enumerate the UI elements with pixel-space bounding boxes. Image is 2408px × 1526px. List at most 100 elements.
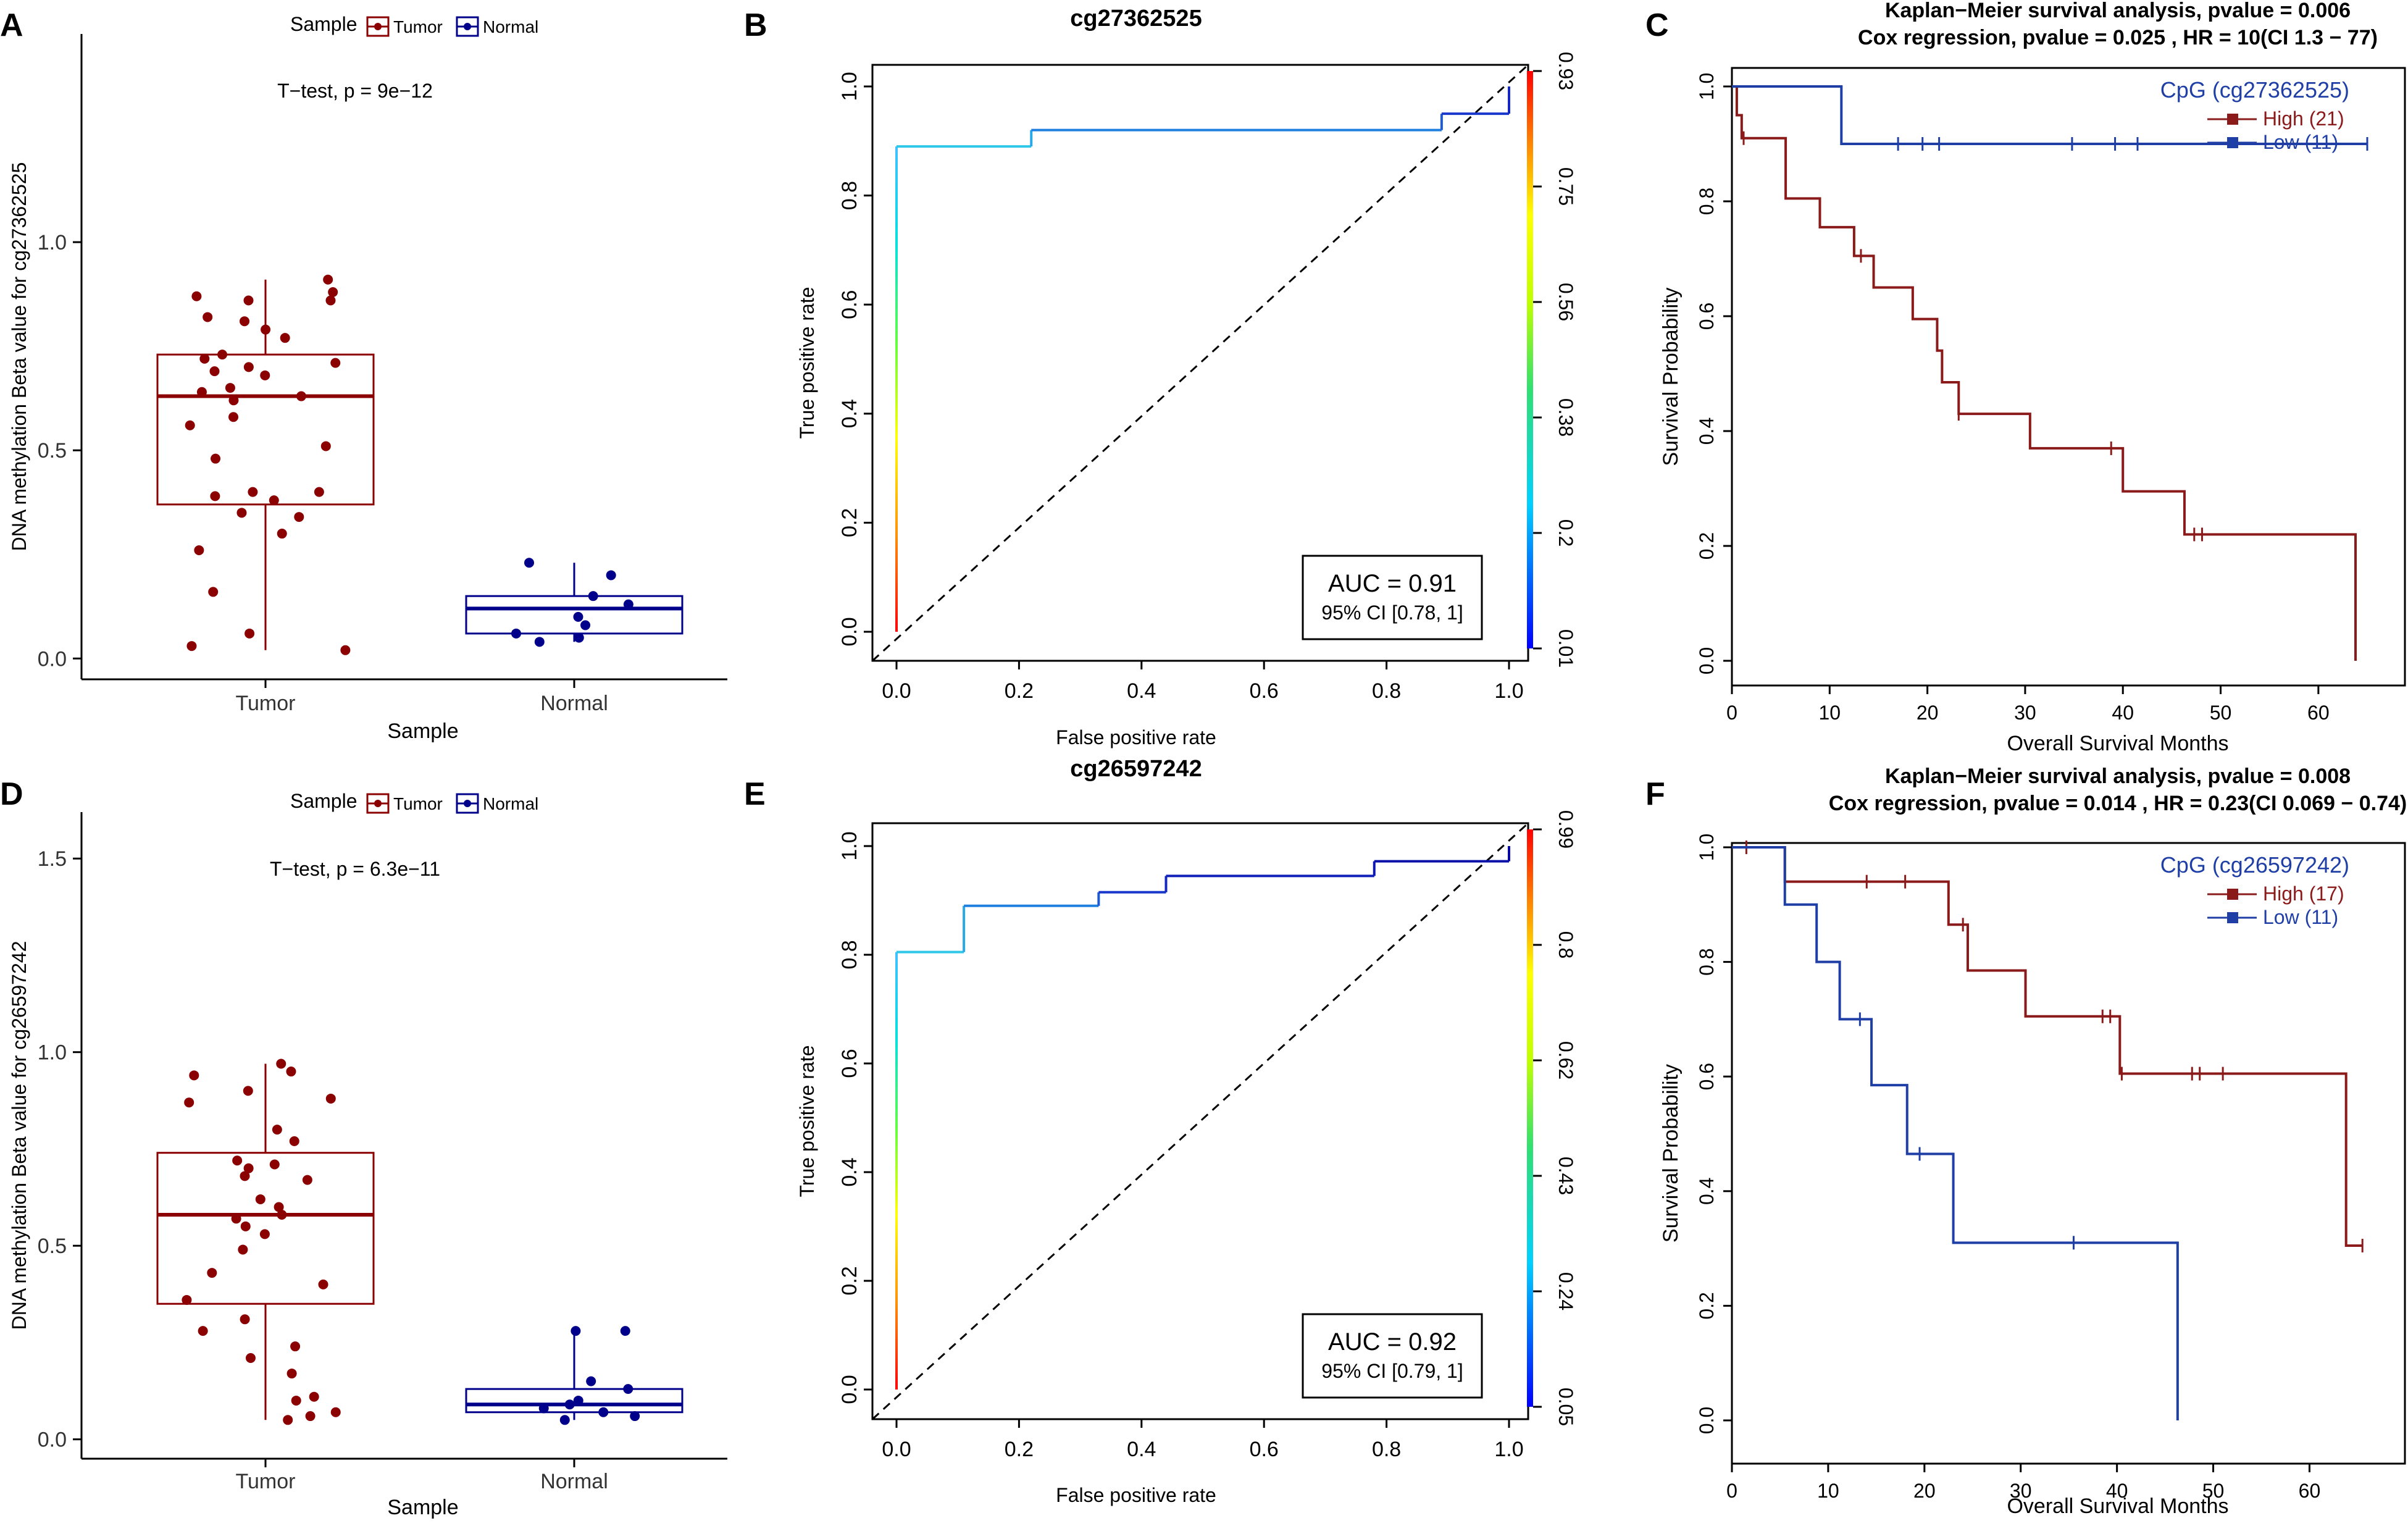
y-axis-title: True positive rate [796, 1045, 818, 1197]
data-point [261, 324, 271, 335]
data-point [538, 1403, 549, 1414]
plots-layer: 0.0 0.5 1.0 Tumor Normal Sample DNA methylatio… [8, 0, 2407, 1519]
data-point [276, 1059, 286, 1069]
legend-label: Low (11) [2263, 906, 2338, 928]
data-point [286, 1369, 297, 1379]
data-point [189, 1070, 199, 1081]
data-point [209, 366, 220, 377]
data-point [305, 1411, 316, 1422]
data-point [290, 1341, 301, 1352]
km-curve-high [1732, 846, 2363, 1247]
y-tick-label: 0.0 [38, 647, 67, 671]
colorbar [1527, 829, 1533, 1407]
data-point [236, 508, 247, 518]
data-point [240, 1314, 250, 1325]
data-point [302, 1175, 312, 1185]
panel-label-b: B [744, 7, 767, 43]
x-tick-label: 0.8 [1372, 679, 1401, 703]
data-point [269, 1159, 280, 1170]
data-point [245, 1352, 256, 1363]
y-tick-label: 0.2 [838, 508, 861, 537]
data-point [211, 453, 221, 464]
box-tumor [156, 1152, 375, 1305]
y-tick-label: 0.6 [1695, 1063, 1718, 1090]
legend-marker [2227, 912, 2238, 923]
x-tick-label: 60 [2307, 702, 2330, 724]
y-axis-title: True positive rate [796, 287, 818, 438]
data-point [280, 333, 290, 343]
legend-key-dot [464, 800, 471, 807]
auc-ci: 95% CI [0.78, 1] [1321, 602, 1463, 624]
x-tick-label: 0.6 [1250, 1438, 1279, 1461]
y-tick-label: 0.5 [38, 439, 67, 463]
data-point [325, 1093, 336, 1104]
y-axis-title: DNA methylation Beta value for cg2736252… [8, 162, 30, 551]
x-axis-title: False positive rate [1056, 1484, 1216, 1506]
y-tick-label: 0.0 [838, 1375, 861, 1404]
panel-label-d: D [0, 776, 23, 812]
test-annotation: T−test, p = 6.3e−11 [270, 858, 440, 880]
x-tick-label: 50 [2210, 702, 2232, 724]
x-tick-label: 0.2 [1005, 679, 1034, 703]
data-point [255, 1194, 265, 1204]
x-tick-label: 1.0 [1494, 1438, 1523, 1461]
x-tick-label: 0.0 [882, 679, 911, 703]
colorbar-tick-label: 0.75 [1555, 167, 1577, 206]
y-axis-title: DNA methylation Beta value for cg2659724… [8, 941, 30, 1330]
test-annotation: T−test, p = 9e−12 [277, 80, 433, 102]
colorbar-tick-label: 0.05 [1555, 1388, 1577, 1426]
legend-title: Sample [290, 13, 357, 35]
data-point [286, 1067, 296, 1077]
colorbar-tick-label: 0.01 [1555, 629, 1577, 668]
legend-marker [2227, 114, 2238, 125]
data-point [243, 362, 254, 372]
y-tick-label: 0.6 [838, 1049, 861, 1078]
km-curve-high [1732, 85, 2357, 661]
data-point [328, 287, 338, 297]
x-axis-title: Sample [387, 719, 458, 743]
colorbar-tick-label: 0.2 [1555, 519, 1577, 547]
colorbar-tick-label: 0.8 [1555, 931, 1577, 958]
y-tick-label: 0.2 [1695, 1292, 1718, 1319]
data-point [208, 587, 219, 597]
y-tick-label: 0.0 [838, 617, 861, 646]
box-tumor [156, 353, 375, 506]
data-point [524, 558, 535, 568]
colorbar-tick-label: 0.38 [1555, 398, 1577, 437]
data-point [182, 1294, 192, 1305]
legend-key-dot [374, 23, 382, 30]
legend-key-dot [374, 800, 382, 807]
data-point [198, 1326, 208, 1336]
y-axis-title: Survival Probability [1659, 287, 1683, 466]
panel-label-c: C [1645, 7, 1669, 43]
data-point [274, 1202, 284, 1212]
y-axis-title: Survival Probability [1659, 1064, 1683, 1243]
data-point [272, 1125, 282, 1135]
x-tick-label: 30 [2010, 1480, 2032, 1502]
data-point [185, 420, 195, 430]
data-point [245, 628, 255, 639]
data-point [260, 370, 270, 380]
legend-title: CpG (cg26597242) [2160, 852, 2349, 878]
data-point [574, 632, 584, 643]
data-point [238, 1244, 248, 1255]
x-tick-label: 1.0 [1494, 679, 1523, 703]
roc-curve-vertical [895, 952, 898, 1390]
legend-label-normal: Normal [483, 794, 538, 813]
data-point [228, 395, 239, 406]
y-tick-label: 1.5 [38, 847, 67, 871]
data-point [248, 487, 258, 497]
data-point [186, 641, 197, 652]
data-point [277, 529, 287, 539]
data-point [203, 312, 213, 322]
y-tick-label: 0.8 [838, 940, 861, 969]
data-point [277, 1210, 287, 1220]
y-tick-label: 0.4 [1695, 1178, 1718, 1205]
legend-key-dot [464, 23, 471, 30]
x-tick-label: 0.4 [1127, 679, 1156, 703]
data-point [318, 1279, 328, 1289]
x-tick-label: 0.8 [1372, 1438, 1401, 1461]
data-point [598, 1407, 609, 1417]
data-point [630, 1411, 640, 1422]
box-normal [465, 595, 684, 635]
